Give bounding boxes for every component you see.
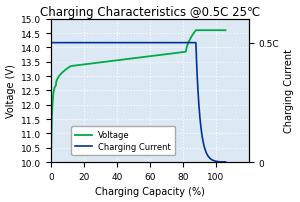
Charging Current <box>190 42 194 45</box>
Voltage <box>49 161 53 164</box>
Charging Current <box>223 161 226 163</box>
Y-axis label: Voltage (V): Voltage (V) <box>6 64 16 118</box>
Voltage <box>82 64 85 66</box>
Charging Current <box>219 161 223 163</box>
Title: Charging Characteristics @0.5C 25℃: Charging Characteristics @0.5C 25℃ <box>40 5 260 18</box>
Line: Voltage: Voltage <box>51 31 226 162</box>
Voltage <box>55 80 58 82</box>
Charging Current <box>202 143 206 145</box>
Voltage <box>202 30 206 32</box>
X-axis label: Charging Capacity (%): Charging Capacity (%) <box>95 186 205 197</box>
Voltage <box>223 30 226 32</box>
Y-axis label: Charging Current: Charging Current <box>284 49 294 133</box>
Legend: Voltage, Charging Current: Voltage, Charging Current <box>71 127 175 155</box>
Charging Current <box>158 42 161 45</box>
Charging Current <box>55 42 58 45</box>
Voltage <box>158 55 161 57</box>
Charging Current <box>82 42 85 45</box>
Line: Charging Current: Charging Current <box>51 43 226 162</box>
Voltage <box>190 36 194 38</box>
Charging Current <box>49 42 53 45</box>
Voltage <box>224 30 227 32</box>
Voltage <box>194 30 198 32</box>
Charging Current <box>224 161 227 163</box>
